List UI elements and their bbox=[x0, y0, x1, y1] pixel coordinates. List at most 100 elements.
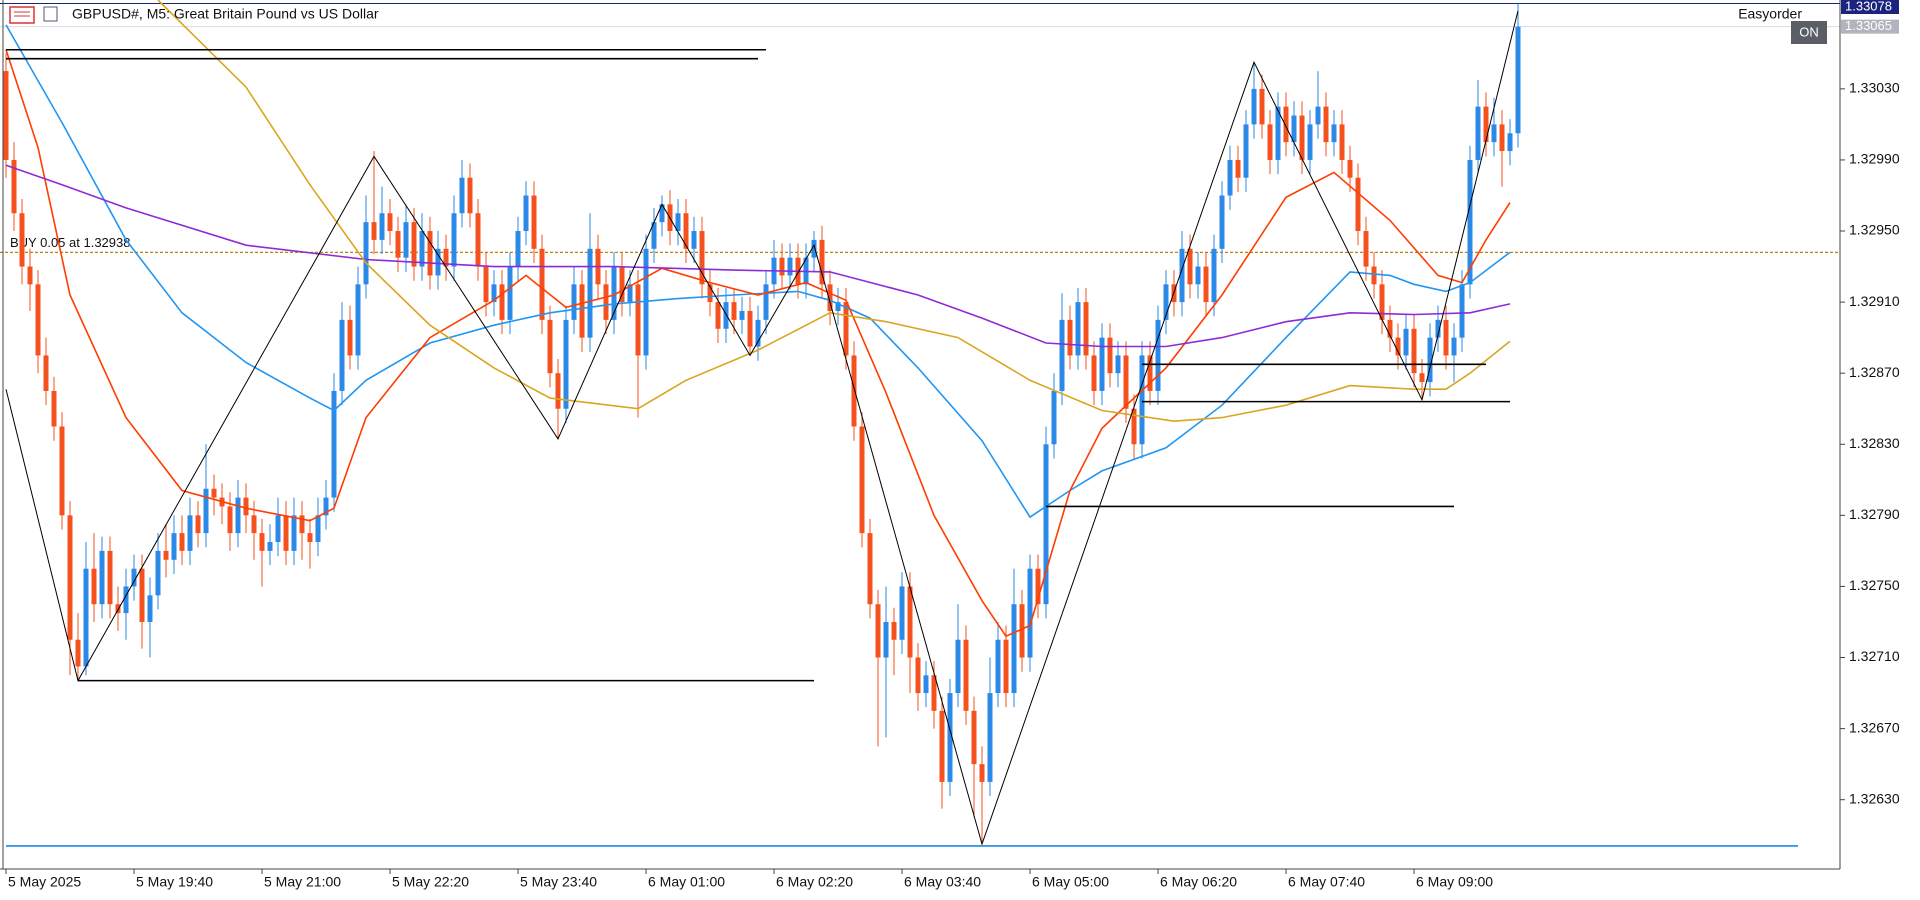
candle-body bbox=[1107, 337, 1113, 374]
price-label-box bbox=[1841, 19, 1899, 34]
candle-body bbox=[627, 284, 633, 303]
candle-body bbox=[747, 310, 753, 347]
candle-body bbox=[507, 266, 513, 320]
x-tick-label: 6 May 07:40 bbox=[1288, 874, 1365, 890]
candle-body bbox=[1059, 319, 1065, 391]
candle-body bbox=[875, 604, 881, 658]
candle-body bbox=[1203, 266, 1209, 303]
zigzag bbox=[5, 10, 1519, 846]
candle-body bbox=[1147, 355, 1153, 391]
candle-body bbox=[235, 497, 241, 534]
candle-body bbox=[907, 586, 913, 658]
candle-body bbox=[315, 515, 321, 543]
candle-body bbox=[1459, 284, 1465, 338]
candle-body bbox=[355, 284, 361, 356]
candle-body bbox=[731, 302, 737, 320]
candle-body bbox=[619, 266, 625, 303]
y-tick-label: 1.32790 bbox=[1849, 506, 1900, 522]
candle-body bbox=[91, 568, 97, 605]
candle-body bbox=[307, 533, 313, 543]
candle-body bbox=[195, 515, 201, 534]
candle-body bbox=[1283, 106, 1289, 143]
candle-body bbox=[371, 222, 377, 240]
x-tick-label: 6 May 05:00 bbox=[1032, 874, 1109, 890]
price-label-box bbox=[1841, 0, 1899, 14]
candle-body bbox=[115, 604, 121, 614]
candle-body bbox=[515, 231, 521, 267]
y-tick-label: 1.32990 bbox=[1849, 151, 1900, 167]
candle-body bbox=[331, 390, 337, 498]
expert-toggle[interactable]: ON bbox=[1791, 21, 1827, 44]
candle-body bbox=[187, 515, 193, 551]
symbol-icon bbox=[9, 6, 58, 24]
candle-body bbox=[35, 284, 41, 356]
candle-body bbox=[691, 231, 697, 249]
candle-body bbox=[899, 586, 905, 640]
candle-body bbox=[867, 533, 873, 605]
candle-body bbox=[467, 177, 473, 214]
price-label: 1.33078 bbox=[1845, 0, 1892, 13]
candle-body bbox=[171, 533, 177, 560]
candle-body bbox=[75, 639, 81, 667]
candle-body bbox=[275, 515, 281, 543]
candle-body bbox=[1315, 106, 1321, 125]
candle-body bbox=[739, 310, 745, 320]
icon-frame bbox=[9, 6, 35, 24]
candle-body bbox=[19, 213, 25, 267]
candle-body bbox=[1371, 266, 1377, 285]
candle-body bbox=[299, 515, 305, 534]
candle-body bbox=[1467, 159, 1473, 285]
x-tick-label: 5 May 2025 bbox=[8, 874, 81, 890]
candle-body bbox=[571, 284, 577, 320]
x-tick-label: 6 May 06:20 bbox=[1160, 874, 1237, 890]
candle-body bbox=[995, 639, 1001, 694]
candle-body bbox=[179, 533, 185, 551]
candle-body bbox=[923, 675, 929, 694]
candle-body bbox=[203, 488, 209, 534]
candle-body bbox=[491, 284, 497, 303]
candle-body bbox=[1419, 373, 1425, 383]
candle-body bbox=[843, 302, 849, 356]
candle-body bbox=[563, 319, 569, 409]
candle-body bbox=[635, 284, 641, 356]
candle-body bbox=[651, 222, 657, 249]
candle-body bbox=[1339, 124, 1345, 160]
y-tick-label: 1.33030 bbox=[1849, 80, 1900, 96]
candle-body bbox=[451, 213, 457, 267]
x-tick-label: 6 May 01:00 bbox=[648, 874, 725, 890]
candle-body bbox=[819, 239, 825, 285]
toggle-label[interactable]: ON bbox=[1799, 24, 1819, 39]
candle-body bbox=[523, 195, 529, 232]
candle-body bbox=[1155, 319, 1161, 391]
candle-body bbox=[379, 213, 385, 240]
candle-body bbox=[1499, 124, 1505, 152]
candle-body bbox=[1019, 604, 1025, 658]
icon-chart bbox=[43, 6, 58, 22]
candle-body bbox=[59, 426, 65, 516]
candle-body bbox=[547, 319, 553, 374]
candle-body bbox=[1051, 390, 1057, 445]
candle-body bbox=[1067, 319, 1073, 356]
order-label: BUY 0.05 at 1.32938 bbox=[10, 235, 130, 250]
candle-body bbox=[131, 568, 137, 587]
candle-body bbox=[531, 195, 537, 249]
candle-body bbox=[1443, 319, 1449, 356]
candle-body bbox=[1163, 284, 1169, 320]
candle-body bbox=[27, 266, 33, 285]
candle-body bbox=[1355, 177, 1361, 232]
candle-body bbox=[1307, 124, 1313, 160]
candle-body bbox=[1427, 337, 1433, 383]
candle-body bbox=[1299, 115, 1305, 160]
candle-body bbox=[1179, 248, 1185, 303]
candle-body bbox=[1075, 302, 1081, 356]
candle-body bbox=[435, 248, 441, 276]
toggle-button[interactable] bbox=[1791, 21, 1827, 44]
y-tick-label: 1.32830 bbox=[1849, 435, 1900, 451]
candle-body bbox=[835, 302, 841, 311]
candle-body bbox=[1099, 337, 1105, 391]
moving-average bbox=[5, 164, 1511, 348]
x-tick-label: 5 May 19:40 bbox=[136, 874, 213, 890]
candle-body bbox=[1211, 248, 1217, 303]
candle-body bbox=[51, 390, 57, 427]
